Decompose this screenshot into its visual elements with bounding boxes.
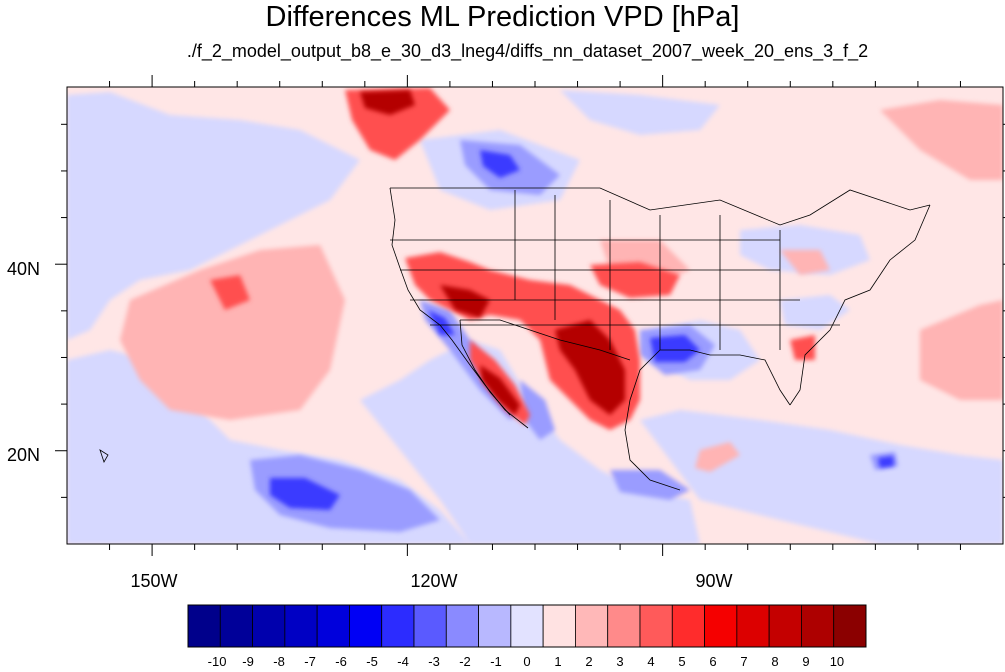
colorbar-box — [284, 604, 318, 648]
colorbar-box — [413, 604, 447, 648]
colorbar-box — [187, 604, 221, 648]
colorbar-box — [478, 604, 512, 648]
colorbar-label: 5 — [678, 654, 686, 669]
colorbar-box — [768, 604, 802, 648]
dark-blue-regions — [270, 150, 894, 510]
colorbar-box — [704, 604, 738, 648]
colorbar-box — [607, 604, 641, 648]
lon-label-150w: 150W — [130, 571, 178, 591]
colorbar-label: -6 — [335, 654, 347, 669]
colorbar-box — [801, 604, 835, 648]
boundary-lines — [99, 187, 931, 491]
colorbar-label: -7 — [304, 654, 316, 669]
colorbar-label: -8 — [273, 654, 285, 669]
colorbar-label: -10 — [207, 654, 227, 669]
colorbar-box — [736, 604, 770, 648]
colorbar-box — [542, 604, 576, 648]
colorbar-label: 8 — [771, 654, 779, 669]
lat-label-20n: 20N — [6, 445, 40, 465]
colorbar-box — [639, 604, 673, 648]
colorbar-box — [833, 604, 867, 648]
colorbar-label: -2 — [459, 654, 471, 669]
colorbar-label: 0 — [523, 654, 531, 669]
colorbar-box — [510, 604, 544, 648]
map-title: Differences ML Prediction VPD [hPa] — [265, 1, 740, 33]
colorbar-label: 2 — [585, 654, 593, 669]
colorbar-box — [252, 604, 286, 648]
field-layer — [67, 87, 1003, 544]
colorbar-label: -5 — [366, 654, 378, 669]
colorbar-box — [575, 604, 609, 648]
colorbar-box — [671, 604, 705, 648]
map-subtitle: ./f_2_model_output_b8_e_30_d3_lneg4/diff… — [186, 41, 869, 61]
lon-label-120w: 120W — [410, 571, 458, 591]
lat-label-40n: 40N — [6, 259, 40, 279]
light-pink-regions — [120, 100, 1003, 472]
colorbar — [187, 604, 867, 648]
colorbar-box — [445, 604, 479, 648]
colorbar-box — [316, 604, 350, 648]
colorbar-label: 3 — [616, 654, 624, 669]
colorbar-label: -1 — [490, 654, 502, 669]
axis-ticks — [55, 75, 1005, 556]
colorbar-label: 1 — [554, 654, 562, 669]
colorbar-label: 4 — [647, 654, 655, 669]
colorbar-label: 10 — [829, 654, 845, 669]
colorbar-label: 7 — [740, 654, 748, 669]
colorbar-label: -9 — [242, 654, 254, 669]
deep-red-regions — [360, 90, 625, 415]
colorbar-box — [381, 604, 415, 648]
colorbar-label: -3 — [428, 654, 440, 669]
colorbar-box — [349, 604, 383, 648]
lon-label-90w: 90W — [695, 571, 733, 591]
colorbar-label: 6 — [709, 654, 717, 669]
colorbar-frame — [187, 604, 867, 648]
colorbar-label: 9 — [802, 654, 810, 669]
colorbar-box — [219, 604, 253, 648]
colorbar-label: -4 — [397, 654, 409, 669]
